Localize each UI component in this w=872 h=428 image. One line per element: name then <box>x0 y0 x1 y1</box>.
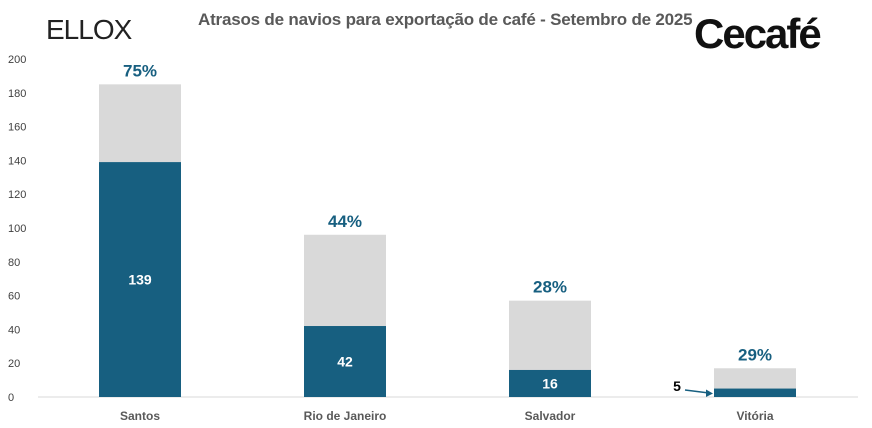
data-label: 42 <box>337 354 353 370</box>
bar-delayed <box>714 388 796 397</box>
y-tick-label: 60 <box>8 291 20 303</box>
bar-delayed <box>99 162 181 397</box>
y-tick-label: 20 <box>8 358 20 370</box>
y-tick-label: 100 <box>8 223 26 235</box>
callout-arrow-icon <box>706 389 713 397</box>
y-tick-label: 0 <box>8 392 14 404</box>
percent-label: 44% <box>328 212 362 231</box>
data-label: 16 <box>542 375 558 391</box>
data-label: 139 <box>128 272 152 288</box>
cecafe-logo: Cecafé <box>694 10 822 58</box>
data-label: 5 <box>673 378 681 394</box>
chart-title: Atrasos de navios para exportação de caf… <box>198 10 693 29</box>
callout-arrow-line <box>684 389 710 394</box>
x-tick-label: Salvador <box>525 409 576 423</box>
x-tick-label: Vitória <box>736 409 773 423</box>
bar-total <box>714 368 796 389</box>
ellox-logo: ELLOX <box>46 14 132 46</box>
bar-total <box>99 84 181 163</box>
y-tick-label: 140 <box>8 155 26 167</box>
y-tick-label: 180 <box>8 88 26 100</box>
percent-label: 29% <box>738 345 772 364</box>
x-tick-label: Santos <box>120 409 160 423</box>
cecafe-logo-text: Cecafé <box>694 10 822 57</box>
x-tick-label: Rio de Janeiro <box>304 409 387 423</box>
y-tick-label: 200 <box>8 54 26 66</box>
bar-total <box>304 234 386 327</box>
percent-label: 75% <box>123 61 157 80</box>
bar-delayed <box>509 369 591 397</box>
bar-total <box>509 300 591 370</box>
y-tick-label: 40 <box>8 324 20 336</box>
percent-label: 28% <box>533 278 567 297</box>
bar-delayed <box>304 326 386 397</box>
ellox-logo-text: ELLOX <box>46 14 132 45</box>
y-tick-label: 80 <box>8 257 20 269</box>
y-tick-label: 160 <box>8 122 26 134</box>
y-tick-label: 120 <box>8 189 26 201</box>
